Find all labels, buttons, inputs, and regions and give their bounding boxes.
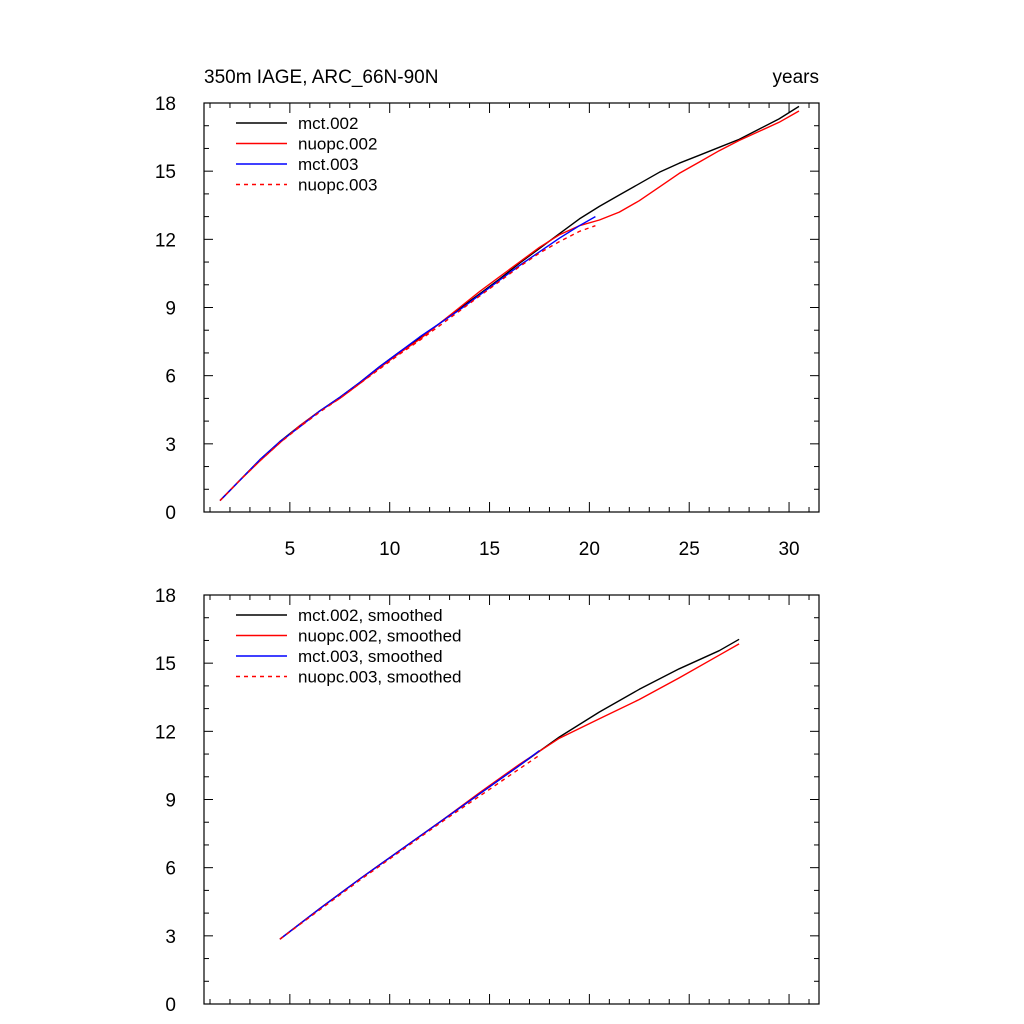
bottom-panel: 0 3 6 9 12 15 18 mct.002, smoothed nuopc.002, sm… (155, 586, 820, 1016)
y-tick-label: 12 (155, 722, 176, 743)
axis-ticks: 0 3 6 9 12 15 18 (155, 586, 819, 1016)
series-line (219, 225, 596, 502)
legend-label: nuopc.002, smoothed (298, 627, 462, 646)
series-line (279, 750, 540, 940)
x-tick-label: 10 (379, 539, 400, 560)
y-tick-label: 0 (165, 503, 176, 524)
x-tick-label: 20 (579, 539, 600, 560)
legend: mct.002, smoothed nuopc.002, smoothedmct.… (236, 606, 462, 687)
x-tick-label: 5 (285, 539, 296, 560)
legend-label: mct.002 (298, 114, 358, 133)
y-tick-label: 9 (165, 299, 176, 320)
legend-label: mct.003 (298, 155, 358, 174)
x-tick-label: 30 (778, 539, 799, 560)
series-lines (219, 105, 800, 502)
legend-label: mct.003, smoothed (298, 647, 443, 666)
series-line (219, 215, 596, 502)
y-tick-label: 3 (165, 927, 176, 948)
legend-label: nuopc.003, smoothed (298, 668, 462, 687)
units-label: years (773, 67, 819, 88)
y-tick-label: 18 (155, 586, 176, 607)
series-line (279, 754, 540, 940)
y-tick-label: 15 (155, 654, 176, 675)
y-tick-label: 12 (155, 230, 176, 251)
x-tick-label: 15 (479, 539, 500, 560)
bottom-plot-frame (203, 594, 820, 1005)
y-tick-label: 3 (165, 435, 176, 456)
x-tick-label: 25 (679, 539, 700, 560)
legend-label: mct.002, smoothed (298, 606, 443, 625)
legend-label: nuopc.002 (298, 135, 377, 154)
y-tick-label: 9 (165, 791, 176, 812)
top-plot-frame (203, 102, 820, 513)
series-line (279, 643, 740, 940)
y-tick-label: 6 (165, 859, 176, 880)
top-panel: 0 3 6 9 12 15 18 5 10 15 20 25 30 mct.002 nuopc.002mct… (155, 94, 820, 560)
legend-label: nuopc.003 (298, 176, 377, 195)
series-lines (279, 638, 740, 940)
axis-ticks: 0 3 6 9 12 15 18 5 10 15 20 25 30 (155, 94, 819, 560)
y-tick-label: 15 (155, 162, 176, 183)
y-tick-label: 6 (165, 367, 176, 388)
y-tick-label: 18 (155, 94, 176, 115)
y-tick-label: 0 (165, 995, 176, 1016)
chart-title: 350m IAGE, ARC_66N-90N (204, 67, 438, 88)
